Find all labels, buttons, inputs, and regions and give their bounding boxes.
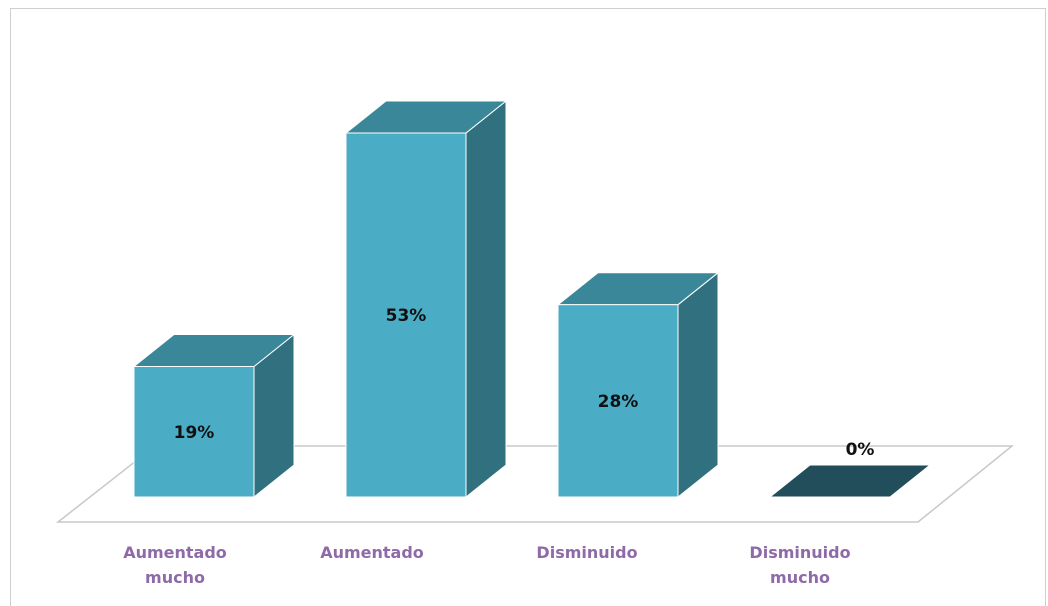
category-label: Disminuido mucho bbox=[749, 543, 850, 587]
category-label: Aumentado mucho bbox=[123, 543, 227, 587]
bar-3: 28% bbox=[556, 271, 720, 499]
bar-value-label: 19% bbox=[174, 423, 215, 443]
category-label: Aumentado bbox=[320, 543, 424, 562]
bar-front bbox=[133, 366, 255, 498]
bars-group: 19% 53% 28% 0% bbox=[132, 99, 932, 499]
bar-front bbox=[557, 304, 679, 498]
bar-side bbox=[465, 99, 507, 499]
bar-value-label: 0% bbox=[846, 440, 875, 460]
bar-value-label: 53% bbox=[386, 306, 427, 326]
category-label: Disminuido bbox=[536, 543, 637, 562]
bar-front bbox=[345, 132, 467, 498]
bar-4: 0% bbox=[768, 440, 932, 498]
category-labels-group: Aumentado mucho Aumentado Disminuido Disminu… bbox=[123, 543, 850, 587]
bar-2: 53% bbox=[344, 99, 508, 499]
bar-1: 19% bbox=[132, 333, 296, 499]
bar-value-label: 28% bbox=[598, 392, 639, 412]
bar-side bbox=[677, 271, 719, 499]
chart-floor bbox=[55, 445, 1015, 523]
bar-top bbox=[768, 464, 932, 498]
